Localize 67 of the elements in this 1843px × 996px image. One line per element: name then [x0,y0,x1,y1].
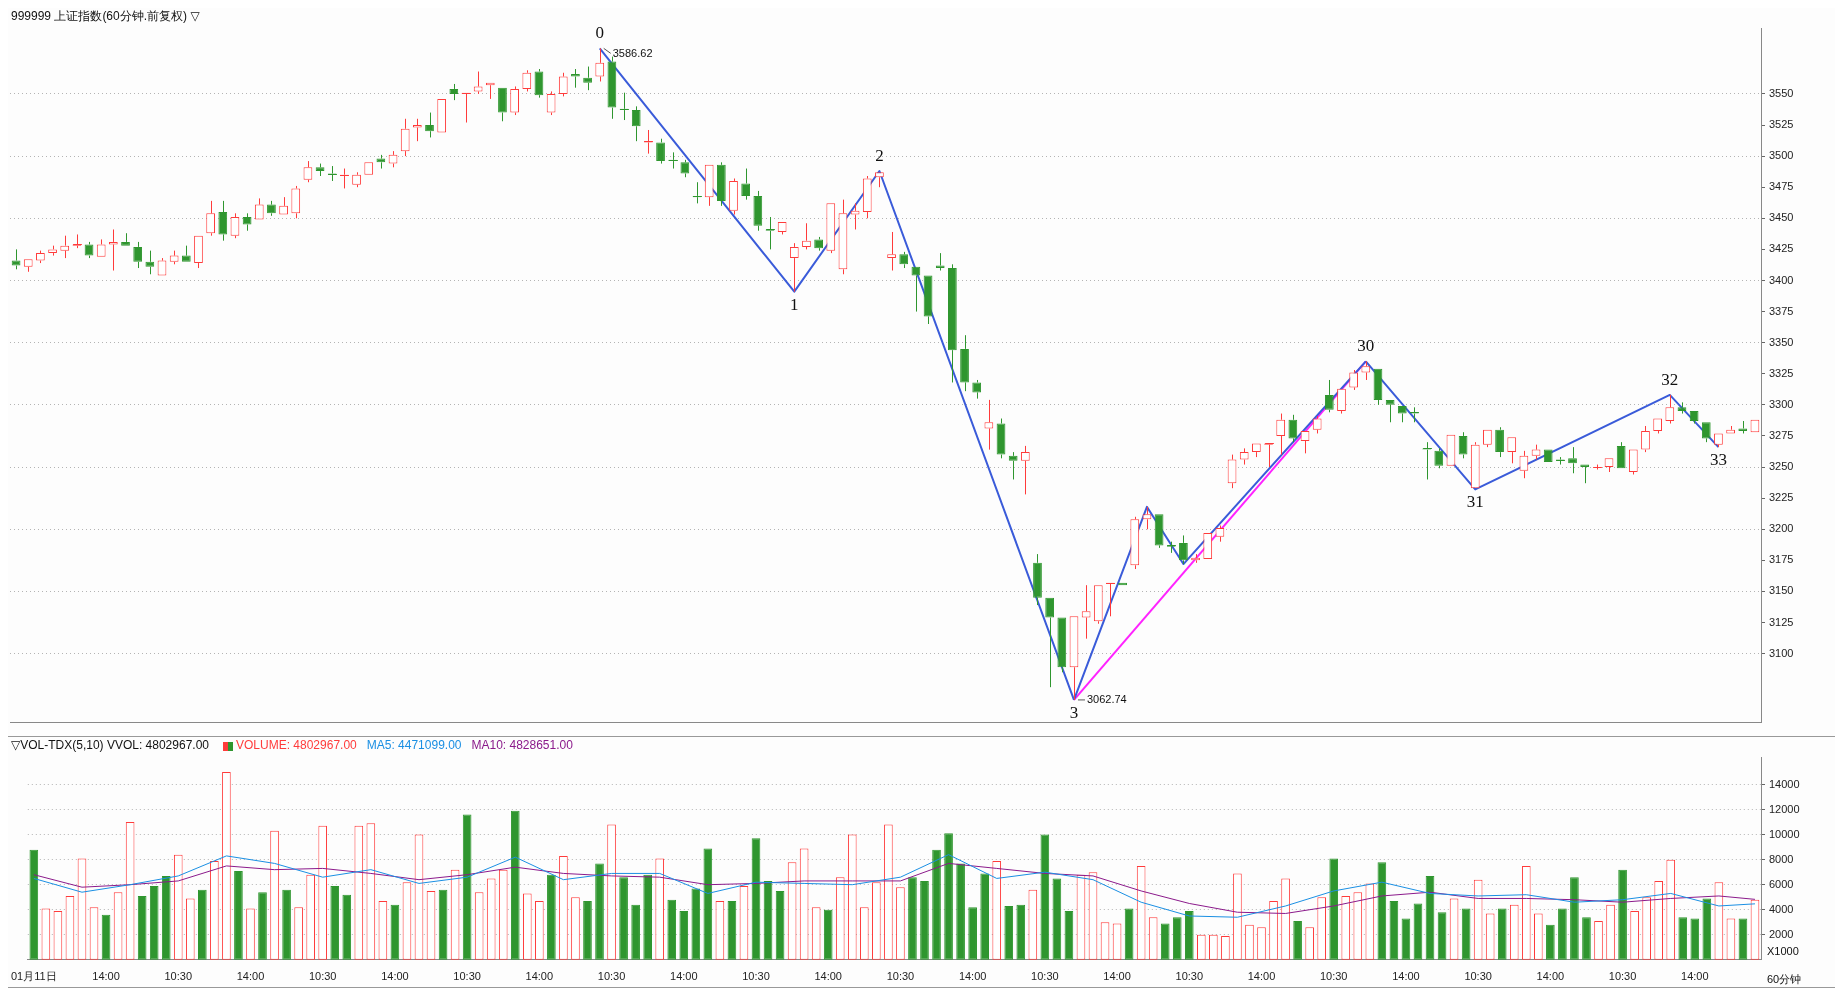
y-tick-label: 3325 [1769,366,1794,379]
y-tick-label: 3200 [1769,522,1794,535]
y-tick-label: 3550 [1769,86,1794,99]
y-tick-label: 8000 [1769,852,1794,865]
x-tick-label: 10:30 [1319,970,1348,983]
x-tick-label: 14:00 [1392,970,1420,983]
annotation: 31 [1466,492,1484,512]
y-tick-label: 3150 [1769,584,1794,597]
y-tick-label: 3425 [1769,242,1794,255]
legend-label: VOLUME: 4802967.00 [236,738,358,753]
y-tick-label: 3525 [1769,118,1794,131]
x-tick-label: 10:30 [886,970,915,983]
x-tick-label: 10:30 [453,970,481,983]
y-tick-label: 3225 [1769,491,1794,504]
y-tick-label: 12000 [1769,802,1800,815]
y-tick-label: 3175 [1769,553,1794,566]
x-tick-label: 10:30 [1031,970,1059,983]
y-tick-label: 3375 [1769,304,1794,317]
annotation: 1 [790,294,799,314]
x-tick-label: 10:30 [1175,970,1204,983]
chart-title: 999999 上证指数(60分钟.前复权) ▽ [11,9,201,24]
x-tick-label: 01月11日 [11,970,57,983]
x-tick-label: 14:00 [1247,970,1276,983]
annotation: 32 [1661,369,1679,389]
text: MA5: 4471099.00 [366,738,462,753]
annotation: 33 [1709,450,1727,470]
annotation: 2 [875,146,884,165]
y-tick-label: 3475 [1769,180,1794,193]
y-tick-label: 4000 [1769,902,1794,915]
x-tick-label: 14:00 [1103,970,1131,983]
y-tick-label: 10000 [1769,827,1800,840]
text: MA10: 4828651.00 [471,738,574,753]
annotation: 3062.74 [1086,692,1127,705]
x-tick-label: 14:00 [1536,970,1565,983]
y-tick-label: 3350 [1769,335,1794,348]
y-tick-label: 2000 [1769,927,1794,940]
y-tick-label: 3275 [1769,428,1794,441]
y-tick-label: 3100 [1769,646,1794,659]
x-tick-label: 14:00 [92,970,120,983]
text: 60分钟 [1767,972,1802,985]
annotation: 0 [595,23,604,43]
x-tick-label: 14:00 [958,970,987,983]
y-tick-label: 3500 [1769,149,1794,162]
chart-title: ▽VOL-TDX(5,10) VVOL: 4802967.00 [11,738,210,753]
y-tick-label: 3400 [1769,273,1794,286]
x-tick-label: 10:30 [164,970,193,983]
y-tick-label: 3450 [1769,211,1794,224]
x-tick-label: 10:30 [1608,970,1637,983]
y-tick-label: 3250 [1769,460,1794,473]
y-tick-label: 3300 [1769,397,1794,410]
y-tick-label: 3125 [1769,615,1794,628]
y-tick-label: 14000 [1769,777,1800,790]
x-tick-label: 14:00 [236,970,265,983]
y-tick-label: 6000 [1769,877,1794,890]
annotation: 3 [1069,702,1079,722]
x-tick-label: 14:00 [670,970,698,983]
annotation: 3586.62 [612,47,653,60]
x-tick-label: 14:00 [381,970,409,983]
x-tick-label: 14:00 [1681,970,1709,983]
x-tick-label: 10:30 [1464,970,1492,983]
annotation: 30 [1357,336,1375,356]
x-tick-label: 10:30 [308,970,337,983]
x-tick-label: 10:30 [742,970,770,983]
x-tick-label: 10:30 [597,970,626,983]
text: X1000 [1767,945,1799,958]
x-tick-label: 14:00 [814,970,842,983]
x-tick-label: 14:00 [525,970,554,983]
